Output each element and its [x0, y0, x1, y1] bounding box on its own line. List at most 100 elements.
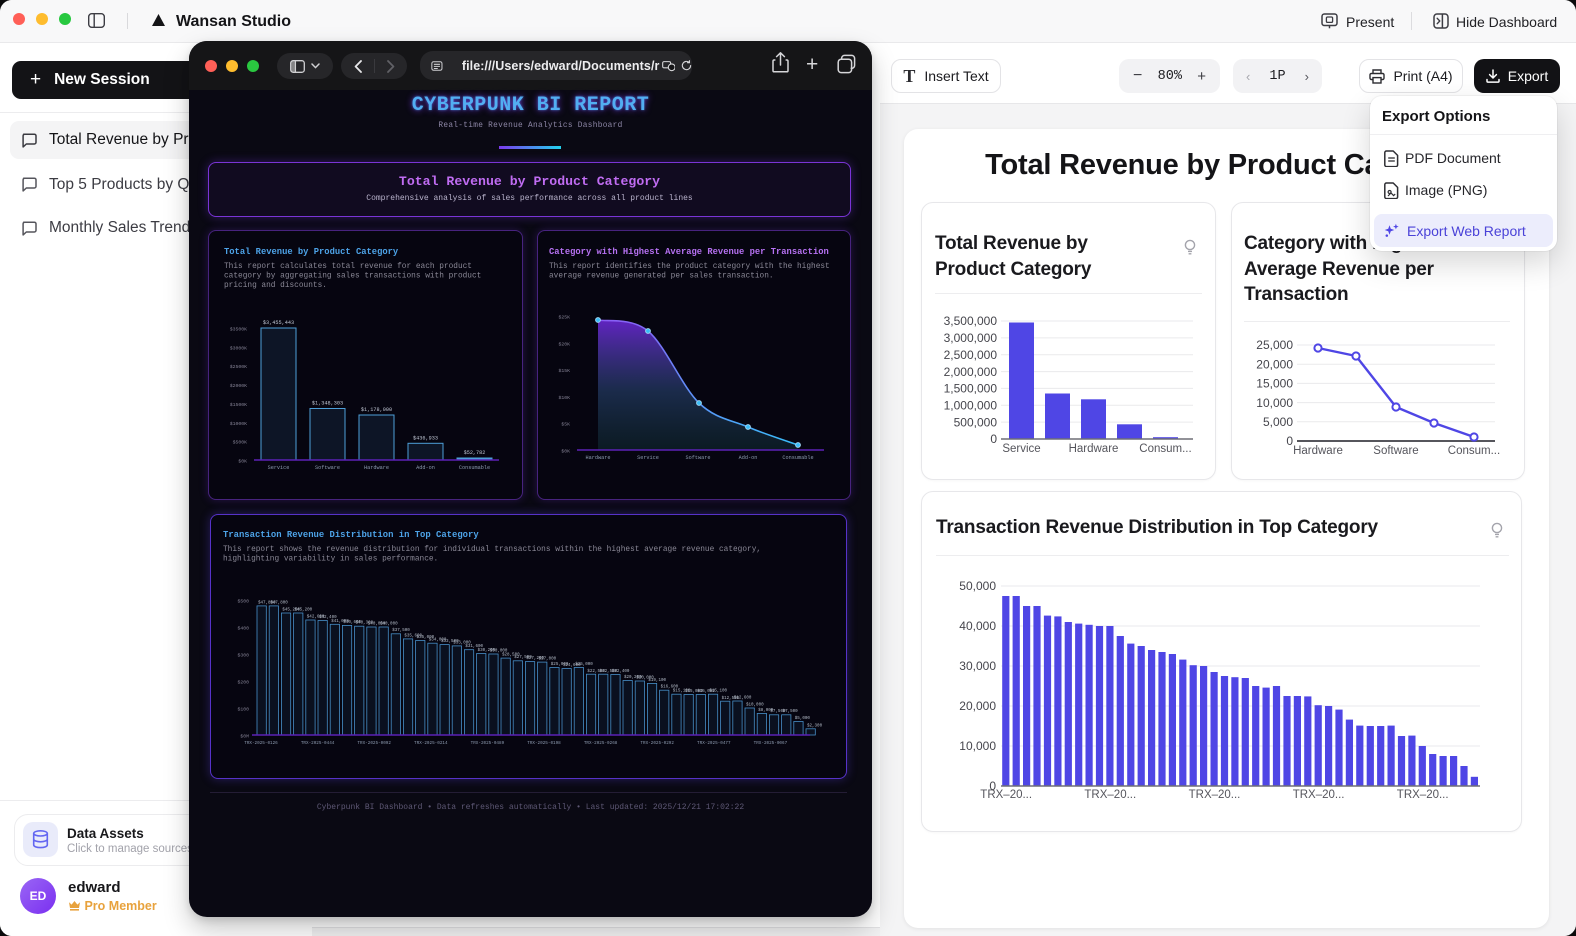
svg-text:$45,200: $45,200: [282, 608, 300, 613]
svg-text:$40,000: $40,000: [380, 622, 398, 627]
svg-text:$0M: $0M: [240, 734, 249, 740]
svg-text:$3,455,443: $3,455,443: [263, 320, 294, 326]
svg-text:0: 0: [989, 779, 996, 793]
svg-text:$2000K: $2000K: [230, 383, 247, 389]
svg-text:25,000: 25,000: [1256, 338, 1293, 352]
svg-text:This report identifies the pro: This report identifies the product categ…: [549, 263, 830, 271]
svg-text:1,000,000: 1,000,000: [944, 399, 998, 413]
svg-text:3,000,000: 3,000,000: [944, 331, 998, 345]
svg-text:$42,600: $42,600: [307, 615, 325, 620]
svg-text:category by aggregating sales: category by aggregating sales transactio…: [224, 273, 481, 281]
svg-text:20,000: 20,000: [1256, 357, 1293, 371]
svg-text:$7,500: $7,500: [770, 709, 786, 714]
svg-text:$3000K: $3000K: [230, 345, 247, 351]
svg-text:$8,000: $8,000: [758, 708, 774, 713]
svg-text:$22,500: $22,500: [600, 669, 618, 674]
svg-text:$19,100: $19,100: [648, 678, 666, 683]
svg-text:40,000: 40,000: [959, 619, 996, 633]
svg-text:pricing and discounts.: pricing and discounts.: [224, 282, 327, 290]
svg-text:$40,300: $40,300: [356, 621, 374, 626]
svg-text:$40,000: $40,000: [368, 622, 386, 627]
svg-text:5,000: 5,000: [1263, 415, 1293, 429]
svg-text:Service: Service: [1002, 443, 1040, 455]
svg-text:highlighting variability in sa: highlighting variability in sales perfor…: [223, 556, 438, 564]
svg-text:$33,500: $33,500: [441, 639, 459, 644]
svg-text:$500: $500: [237, 599, 249, 605]
svg-text:TRX-2025-0214: TRX-2025-0214: [414, 741, 448, 746]
svg-text:10,000: 10,000: [1256, 396, 1293, 410]
svg-text:average revenue generated per: average revenue generated per sales tran…: [549, 273, 774, 281]
svg-text:$1,178,000: $1,178,000: [361, 407, 392, 413]
svg-text:Hardware: Hardware: [586, 455, 611, 461]
svg-text:$20,000: $20,000: [636, 676, 654, 681]
svg-text:500,000: 500,000: [954, 415, 998, 429]
svg-text:$25K: $25K: [558, 315, 570, 321]
svg-text:TRX-2025-0067: TRX-2025-0067: [754, 741, 788, 746]
svg-text:$31,600: $31,600: [465, 644, 483, 649]
svg-text:$37,500: $37,500: [392, 628, 410, 633]
svg-text:Software: Software: [315, 465, 340, 471]
svg-text:$27,000: $27,000: [539, 657, 557, 662]
svg-text:$15,100: $15,100: [673, 689, 691, 694]
svg-text:$12,600: $12,600: [734, 696, 752, 701]
svg-text:$436,933: $436,933: [413, 435, 438, 441]
svg-text:$200: $200: [237, 680, 249, 686]
svg-text:$33,000: $33,000: [453, 640, 471, 645]
svg-text:Software: Software: [1373, 445, 1418, 457]
svg-text:Consumable: Consumable: [459, 465, 490, 471]
svg-text:Total Revenue by Product Categ: Total Revenue by Product Category: [224, 247, 399, 257]
svg-text:$24,600: $24,600: [563, 663, 581, 668]
svg-text:$3500K: $3500K: [230, 327, 247, 333]
svg-text:$1000K: $1000K: [230, 421, 247, 427]
svg-text:TRX-2025-0477: TRX-2025-0477: [697, 741, 731, 746]
svg-text:TRX–20...: TRX–20...: [980, 789, 1032, 801]
svg-text:TRX-2025-0126: TRX-2025-0126: [244, 741, 278, 746]
svg-text:Transaction Revenue Distributi: Transaction Revenue Distribution in Top …: [223, 530, 479, 540]
svg-text:TRX-2025-0292: TRX-2025-0292: [640, 741, 674, 746]
svg-text:Hardware: Hardware: [364, 465, 389, 471]
svg-text:Category with Highest Average: Category with Highest Average Revenue pe…: [549, 247, 829, 257]
svg-text:2,500,000: 2,500,000: [944, 348, 998, 362]
svg-text:$12,500: $12,500: [722, 696, 740, 701]
svg-text:50,000: 50,000: [959, 579, 996, 593]
svg-text:$35,600: $35,600: [404, 633, 422, 638]
svg-text:$27,200: $27,200: [526, 656, 544, 661]
svg-text:$500K: $500K: [233, 440, 248, 446]
svg-text:$28,500: $28,500: [502, 653, 520, 658]
svg-text:$10,000: $10,000: [746, 703, 764, 708]
svg-text:10,000: 10,000: [959, 739, 996, 753]
svg-text:$20,200: $20,200: [624, 675, 642, 680]
svg-text:$2,300: $2,300: [807, 723, 823, 728]
svg-text:$42,400: $42,400: [319, 615, 337, 620]
svg-text:Service: Service: [268, 465, 290, 471]
svg-text:TRX-2025-0489: TRX-2025-0489: [471, 741, 505, 746]
svg-text:$1500K: $1500K: [230, 402, 247, 408]
svg-text:$25,000: $25,000: [575, 662, 593, 667]
svg-text:Software: Software: [686, 455, 711, 461]
svg-text:Consum...: Consum...: [1139, 443, 1191, 455]
svg-text:$41,000: $41,000: [331, 619, 349, 624]
svg-text:TRX-2025-0444: TRX-2025-0444: [301, 741, 335, 746]
svg-text:15,000: 15,000: [1256, 377, 1293, 391]
svg-text:20,000: 20,000: [959, 699, 996, 713]
svg-text:$35,000: $35,000: [417, 635, 435, 640]
svg-text:Hardware: Hardware: [1069, 443, 1119, 455]
svg-text:0: 0: [1286, 434, 1293, 448]
svg-text:$52,782: $52,782: [464, 450, 486, 456]
svg-text:Consum...: Consum...: [1448, 445, 1500, 457]
svg-text:$5K: $5K: [561, 422, 570, 428]
svg-text:Add-on: Add-on: [416, 465, 435, 471]
svg-text:2,000,000: 2,000,000: [944, 365, 998, 379]
svg-text:$400: $400: [237, 626, 249, 632]
svg-text:$22,500: $22,500: [587, 669, 605, 674]
svg-text:30,000: 30,000: [959, 659, 996, 673]
svg-text:3,500,000: 3,500,000: [944, 314, 998, 328]
svg-text:TRX–20...: TRX–20...: [1293, 789, 1345, 801]
svg-text:$300: $300: [237, 653, 249, 659]
svg-text:$2500K: $2500K: [230, 364, 247, 370]
svg-text:Hardware: Hardware: [1293, 445, 1343, 457]
svg-text:$47,800: $47,800: [258, 600, 276, 605]
svg-text:This report shows the revenue: This report shows the revenue distributi…: [223, 546, 761, 554]
svg-text:$25,000: $25,000: [551, 662, 569, 667]
svg-text:$20K: $20K: [558, 341, 570, 347]
